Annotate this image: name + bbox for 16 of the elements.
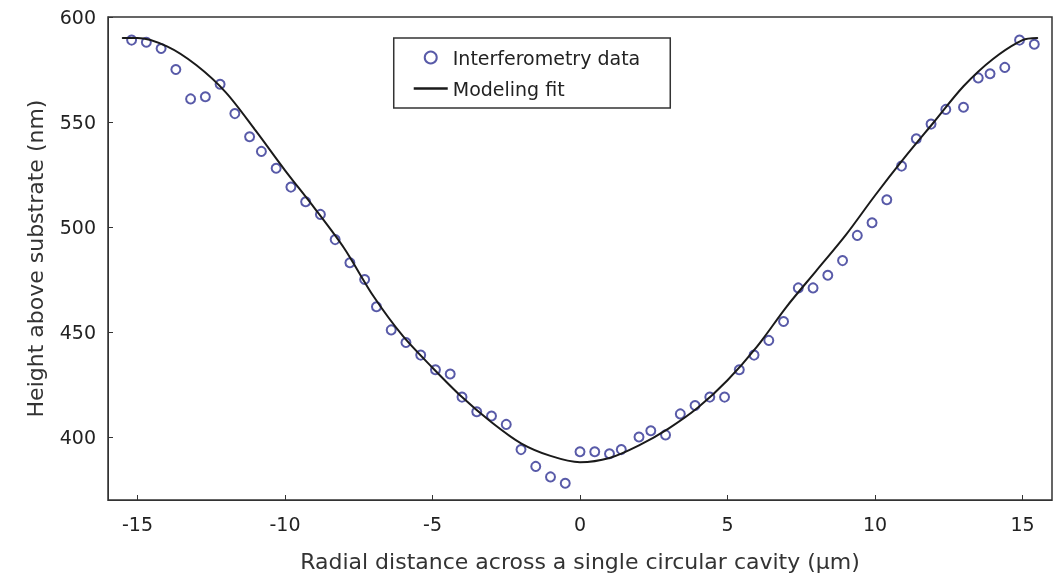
y-tick-label: 500 (59, 216, 96, 238)
y-axis-title: Height above substrate (nm) (22, 99, 48, 418)
x-tick-label: -10 (269, 512, 301, 535)
y-tick-label: 600 (59, 6, 96, 28)
y-tick-label: 450 (59, 321, 96, 343)
x-axis-title: Radial distance across a single circular cavity (µm) (300, 548, 860, 574)
y-tick-label: 550 (59, 111, 96, 133)
x-tick-label: -15 (121, 512, 154, 535)
legend-label: Modeling fit (452, 77, 565, 100)
x-tick-label: 10 (862, 512, 888, 535)
y-tick-label: 400 (59, 426, 96, 448)
x-tick-label: 15 (1010, 512, 1035, 535)
x-tick-label: -5 (423, 512, 442, 535)
x-tick-label: 5 (721, 512, 734, 535)
legend-label: Interferometry data (452, 46, 641, 69)
x-tick-label: 0 (573, 512, 587, 535)
